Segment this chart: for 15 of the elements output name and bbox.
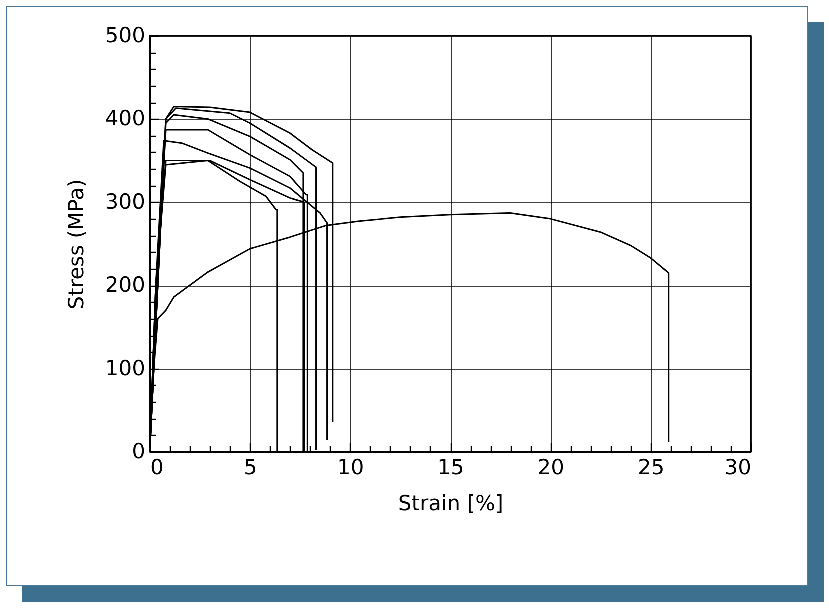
y-tick-label: 300 <box>105 190 146 214</box>
y-axis-title: Stress (MPa) <box>64 179 88 310</box>
x-tick-label: 15 <box>438 456 464 480</box>
y-tick-label: 400 <box>105 106 146 131</box>
x-tick-label: 0 <box>150 456 164 480</box>
y-tick-label: 0 <box>132 440 146 464</box>
x-tick-label: 30 <box>724 456 752 480</box>
x-tick-label: 10 <box>337 456 364 480</box>
x-axis-title: Strain [%] <box>398 492 504 516</box>
x-tick-label: 5 <box>244 456 258 480</box>
y-tick-label: 200 <box>105 273 146 298</box>
x-tick-label: 20 <box>538 456 565 480</box>
y-tick-label: 500 <box>105 24 146 48</box>
y-tick-label: 100 <box>105 356 146 380</box>
x-tick-label: 25 <box>638 456 665 480</box>
